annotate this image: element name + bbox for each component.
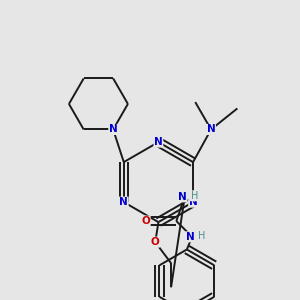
Text: O: O [151, 237, 160, 247]
Text: N: N [186, 232, 194, 242]
Text: N: N [119, 197, 128, 207]
Text: H: H [198, 231, 205, 241]
Text: H: H [190, 191, 198, 201]
Text: N: N [207, 124, 215, 134]
Text: N: N [189, 197, 197, 207]
Text: N: N [154, 137, 163, 147]
Text: O: O [141, 216, 150, 226]
Text: N: N [109, 124, 118, 134]
Text: N: N [178, 192, 187, 202]
